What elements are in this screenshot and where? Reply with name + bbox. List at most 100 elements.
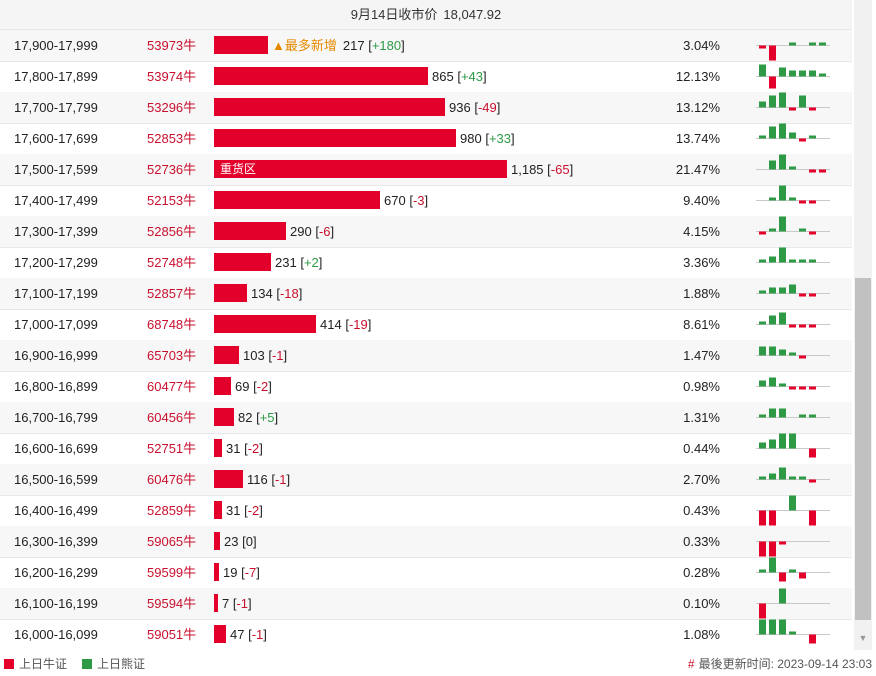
- mini-bar-bear: [769, 160, 776, 170]
- quantity-bar: [214, 315, 316, 333]
- quantity-change: -3: [412, 193, 425, 208]
- quantity-total: 7: [222, 596, 230, 611]
- mini-bar-bear: [769, 557, 776, 573]
- mini-bar-bull: [819, 169, 826, 173]
- price-range: 17,500-17,599: [14, 162, 98, 177]
- bull-code-link[interactable]: 52857牛: [147, 286, 197, 301]
- percentage: 13.12%: [675, 100, 720, 115]
- quantity-value: 1,185 [-65]: [511, 162, 574, 177]
- bull-code-link[interactable]: 53973牛: [147, 38, 197, 53]
- mini-bar-bull: [809, 169, 816, 173]
- mini-bar-bull: [799, 293, 806, 297]
- mini-bar-bull: [799, 324, 806, 328]
- price-range: 17,000-17,099: [14, 317, 98, 332]
- quantity-total: 19: [223, 565, 238, 580]
- percentage: 0.33%: [683, 534, 720, 549]
- bull-code-link[interactable]: 59594牛: [147, 596, 197, 611]
- range-row: 16,900-16,999 65703牛 103 [-1] 1.47%: [0, 340, 852, 372]
- quantity-bar: 重货区: [214, 160, 507, 178]
- quantity-total: 103: [243, 348, 265, 363]
- mini-chart-svg: [756, 92, 830, 111]
- mini-bar-bull: [769, 45, 776, 61]
- mini-bar-bear: [759, 321, 766, 325]
- mini-chart-svg: [756, 185, 830, 204]
- mini-bar-bull: [769, 510, 776, 526]
- mini-bar-bear: [779, 123, 786, 139]
- mini-bar-bear: [769, 95, 776, 108]
- mini-bar-bull: [759, 45, 766, 49]
- quantity-change: 0: [245, 534, 253, 549]
- mini-bar-bear: [759, 569, 766, 573]
- mini-history-chart: [756, 216, 830, 247]
- legend-bull: 上日牛证: [4, 657, 67, 671]
- mini-bar-bear: [799, 414, 806, 418]
- quantity-change: +5: [259, 410, 275, 425]
- bull-code-link[interactable]: 52748牛: [147, 255, 197, 270]
- quantity-bar: [214, 501, 222, 519]
- price-range: 17,900-17,999: [14, 38, 98, 53]
- percentage: 1.88%: [683, 286, 720, 301]
- mini-chart-svg: [756, 433, 830, 458]
- percentage: 13.74%: [675, 131, 720, 146]
- scrollbar-thumb[interactable]: [855, 278, 871, 620]
- mini-chart-svg: [756, 216, 830, 235]
- range-row: 16,700-16,799 60456牛 82 [+5] 1.31%: [0, 402, 852, 434]
- percentage: 0.43%: [683, 503, 720, 518]
- bull-code-link[interactable]: 60477牛: [147, 379, 197, 394]
- mini-bar-bear: [789, 259, 796, 263]
- percentage: 0.28%: [683, 565, 720, 580]
- mini-bar-bull: [799, 355, 806, 359]
- bull-code-link[interactable]: 52856牛: [147, 224, 197, 239]
- bull-code-link[interactable]: 52751牛: [147, 441, 197, 456]
- mini-bar-bear: [799, 95, 806, 108]
- vertical-scrollbar[interactable]: ▼: [854, 0, 872, 650]
- mini-history-chart: [756, 309, 830, 340]
- bull-code-link[interactable]: 59051牛: [147, 627, 197, 642]
- mini-bar-bear: [779, 287, 786, 294]
- legend-bull-label: 上日牛证: [19, 657, 68, 671]
- quantity-change: -2: [247, 441, 260, 456]
- mini-bar-bear: [769, 256, 776, 263]
- bull-code-link[interactable]: 53296牛: [147, 100, 197, 115]
- mini-bar-bull: [809, 448, 816, 458]
- bull-code-link[interactable]: 60456牛: [147, 410, 197, 425]
- closing-price-header: 9月14日收市价 18,047.92: [0, 0, 852, 30]
- bull-code-link[interactable]: 53974牛: [147, 69, 197, 84]
- mini-history-chart: [756, 185, 830, 216]
- closing-price-label: 9月14日收市价: [350, 7, 438, 22]
- mini-bar-bear: [789, 166, 796, 170]
- percentage: 9.40%: [683, 193, 720, 208]
- mini-bar-bear: [789, 476, 796, 480]
- mini-bar-bear: [799, 70, 806, 77]
- price-range: 17,300-17,399: [14, 224, 98, 239]
- quantity-bar: [214, 222, 286, 240]
- quantity-bar: [214, 129, 456, 147]
- quantity-value: 103 [-1]: [243, 348, 288, 363]
- price-range: 17,700-17,799: [14, 100, 98, 115]
- mini-bar-bull: [759, 231, 766, 235]
- quantity-total: 23: [224, 534, 239, 549]
- bull-code-link[interactable]: 52859牛: [147, 503, 197, 518]
- mini-bar-bear: [789, 70, 796, 77]
- bull-code-link[interactable]: 52153牛: [147, 193, 197, 208]
- bull-code-link[interactable]: 52736牛: [147, 162, 197, 177]
- price-range: 17,800-17,899: [14, 69, 98, 84]
- mini-chart-svg: [756, 247, 830, 263]
- scroll-down-icon[interactable]: ▼: [858, 633, 868, 643]
- mini-bar-bull: [809, 634, 816, 644]
- quantity-value: 31 [-2]: [226, 441, 263, 456]
- mini-history-chart: [756, 557, 830, 588]
- bull-code-link[interactable]: 68748牛: [147, 317, 197, 332]
- mini-chart-svg: [756, 154, 830, 173]
- quantity-bar: [214, 98, 445, 116]
- range-row: 16,300-16,399 59065牛 23 [0] 0.33%: [0, 526, 852, 558]
- quantity-total: 82: [238, 410, 253, 425]
- bull-code-link[interactable]: 59599牛: [147, 565, 197, 580]
- bull-code-link[interactable]: 65703牛: [147, 348, 197, 363]
- mini-bar-bear: [759, 619, 766, 635]
- bull-code-link[interactable]: 59065牛: [147, 534, 197, 549]
- mini-bar-bear: [799, 228, 806, 232]
- bull-code-link[interactable]: 52853牛: [147, 131, 197, 146]
- price-range: 17,600-17,699: [14, 131, 98, 146]
- bull-code-link[interactable]: 60476牛: [147, 472, 197, 487]
